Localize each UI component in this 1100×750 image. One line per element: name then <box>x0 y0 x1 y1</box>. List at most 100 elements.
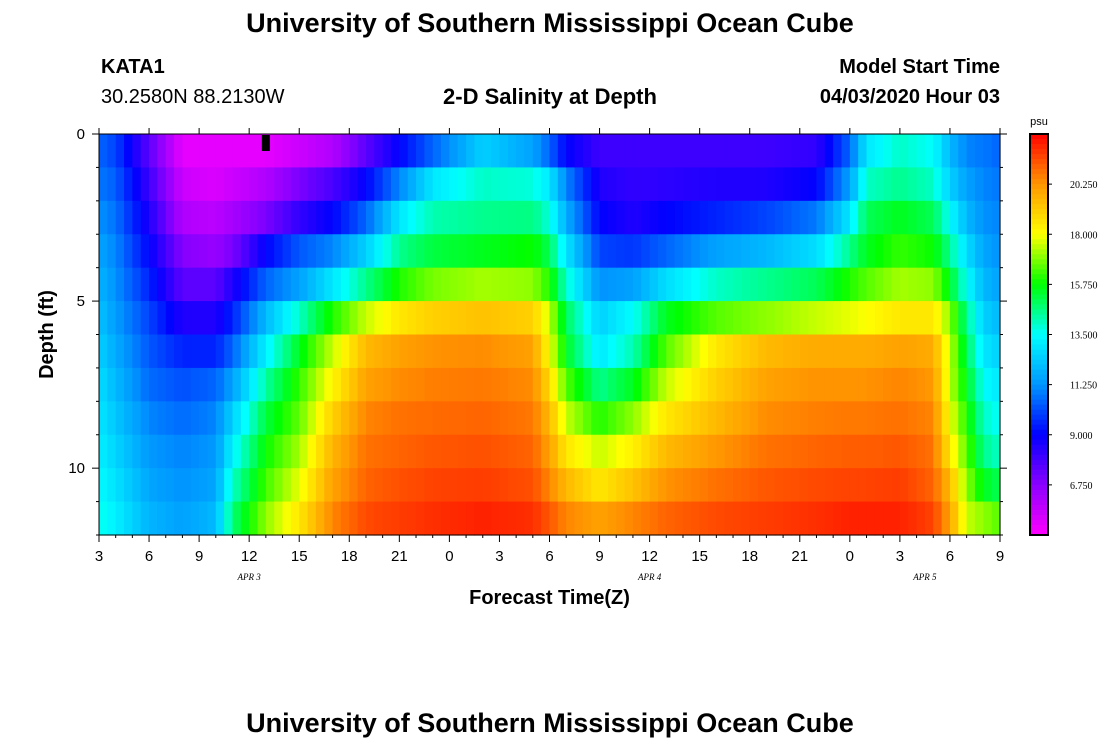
heatmap-cell <box>207 401 217 436</box>
heatmap-cell <box>657 468 667 503</box>
heatmap-cell <box>716 501 726 536</box>
heatmap-cell <box>849 134 859 169</box>
heatmap-cell <box>599 301 609 336</box>
heatmap-cell <box>407 334 417 369</box>
heatmap-cell <box>841 200 851 235</box>
heatmap-cell <box>224 434 234 469</box>
heatmap-cell <box>507 334 517 369</box>
heatmap-cell <box>399 167 409 202</box>
heatmap-cell <box>599 434 609 469</box>
heatmap-cell <box>674 167 684 202</box>
colorbar-segment <box>1030 374 1048 381</box>
heatmap-cell <box>332 434 342 469</box>
heatmap-cell <box>149 468 158 503</box>
heatmap-cell <box>958 267 968 302</box>
heatmap-cell <box>491 134 501 169</box>
heatmap-cell <box>749 434 759 469</box>
heatmap-cell <box>974 334 984 369</box>
heatmap-cell <box>357 334 367 369</box>
heatmap-cell <box>733 234 742 269</box>
heatmap-cell <box>324 501 334 536</box>
heatmap-cell <box>332 501 342 536</box>
model-start-value: 04/03/2020 Hour 03 <box>819 86 1000 108</box>
heatmap-cell <box>933 401 943 436</box>
heatmap-cell <box>407 134 417 169</box>
heatmap-cell <box>916 468 926 503</box>
heatmap-cell <box>149 134 158 169</box>
heatmap-cell <box>774 501 784 536</box>
heatmap-cell <box>741 134 751 169</box>
heatmap-cell <box>949 234 959 269</box>
heatmap-cell <box>449 267 459 302</box>
heatmap-cell <box>149 200 158 235</box>
heatmap-cell <box>424 267 434 302</box>
heatmap-cell <box>824 468 834 503</box>
heatmap-cell <box>666 367 676 402</box>
heatmap-cell <box>899 434 909 469</box>
colorbar-segment <box>1030 339 1048 346</box>
heatmap-cell <box>566 401 576 436</box>
heatmap-cell <box>691 267 701 302</box>
heatmap-cell <box>974 501 984 536</box>
heatmap-cell <box>632 501 642 536</box>
heatmap-cell <box>374 501 384 536</box>
heatmap-cell <box>524 434 534 469</box>
heatmap-cell <box>365 334 375 369</box>
heatmap-cell <box>290 301 300 336</box>
heatmap-cell <box>891 401 901 436</box>
heatmap-cell <box>140 334 150 369</box>
heatmap-cell <box>774 267 784 302</box>
date-label: APR 4 <box>637 572 662 582</box>
heatmap-cell <box>933 134 943 169</box>
heatmap-cell <box>983 367 993 402</box>
heatmap-cell <box>591 301 601 336</box>
heatmap-cell <box>808 301 818 336</box>
heatmap-cell <box>132 234 142 269</box>
heatmap-cell <box>224 301 234 336</box>
heatmap-cell <box>457 468 467 503</box>
heatmap-cell <box>240 334 250 369</box>
heatmap-cell <box>924 434 934 469</box>
heatmap-cell <box>407 234 417 269</box>
heatmap-cell <box>332 401 342 436</box>
heatmap-cell <box>349 434 359 469</box>
heatmap-cell <box>382 468 392 503</box>
heatmap-cell <box>774 401 784 436</box>
heatmap-cell <box>507 301 517 336</box>
heatmap-cell <box>215 468 225 503</box>
heatmap-cell <box>733 301 742 336</box>
heatmap-cell <box>666 167 676 202</box>
heatmap-cell <box>282 134 292 169</box>
heatmap-cell <box>491 234 501 269</box>
heatmap-cell <box>524 200 534 235</box>
heatmap-cell <box>249 167 259 202</box>
heatmap-cell <box>257 134 267 169</box>
heatmap-cell <box>199 267 209 302</box>
heatmap-cell <box>299 134 309 169</box>
y-tick-label: 10 <box>68 460 85 477</box>
heatmap-cell <box>307 134 317 169</box>
heatmap-cell <box>808 200 818 235</box>
heatmap-cell <box>866 200 876 235</box>
heatmap-cell <box>657 334 667 369</box>
heatmap-cell <box>916 401 926 436</box>
heatmap-cell <box>382 501 392 536</box>
heatmap-cell <box>557 434 567 469</box>
heatmap-cell <box>591 167 601 202</box>
heatmap-cell <box>758 234 768 269</box>
heatmap-cell <box>457 267 467 302</box>
heatmap-cell <box>724 234 734 269</box>
heatmap-cell <box>482 501 492 536</box>
heatmap-cell <box>474 367 484 402</box>
heatmap-cell <box>958 301 968 336</box>
heatmap-cell <box>858 167 868 202</box>
heatmap-cell <box>524 167 534 202</box>
heatmap-cell <box>691 468 701 503</box>
heatmap-cell <box>649 200 659 235</box>
heatmap-cell <box>265 434 275 469</box>
heatmap-cell <box>516 468 526 503</box>
heatmap-cell <box>457 134 467 169</box>
heatmap-cell <box>290 134 300 169</box>
colorbar-segment <box>1030 429 1048 436</box>
heatmap-cell <box>724 501 734 536</box>
